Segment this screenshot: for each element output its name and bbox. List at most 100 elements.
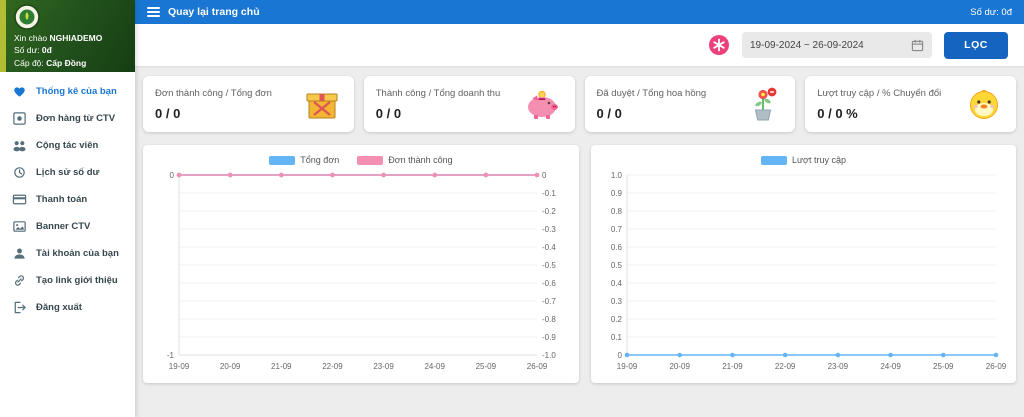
stat-card-orders: Đơn thành công / Tổng đơn 0 / 0 [143, 76, 354, 132]
stat-label: Đã duyệt / Tổng hoa hồng [596, 87, 707, 99]
svg-text:26-09: 26-09 [986, 362, 1007, 371]
refresh-icon[interactable] [708, 34, 730, 56]
sidebar-item-collaborators[interactable]: Cộng tác viên [0, 132, 135, 159]
legend-label: Đơn thành công [388, 155, 453, 165]
svg-text:19-09: 19-09 [169, 362, 190, 371]
svg-text:0: 0 [170, 171, 175, 180]
svg-text:21-09: 21-09 [722, 362, 743, 371]
sidebar-item-account[interactable]: Tài khoản của bạn [0, 240, 135, 267]
svg-text:20-09: 20-09 [669, 362, 690, 371]
stat-card-revenue: Thành công / Tổng doanh thu 0 / 0 [363, 76, 575, 132]
sidebar-item-label: Lịch sử số dư [36, 167, 100, 178]
svg-text:-0.6: -0.6 [542, 279, 556, 288]
svg-text:0.2: 0.2 [611, 315, 623, 324]
chart-legend: Tổng đơn Đơn thành công [149, 153, 573, 167]
legend-item[interactable]: Tổng đơn [269, 155, 339, 165]
sidebar-item-label: Đăng xuất [36, 302, 82, 313]
legend-label: Tổng đơn [300, 155, 340, 165]
svg-text:0.1: 0.1 [611, 333, 623, 342]
svg-text:-0.8: -0.8 [542, 315, 556, 324]
svg-text:20-09: 20-09 [220, 362, 241, 371]
heart-icon [12, 84, 27, 99]
sidebar-item-balance-history[interactable]: Lịch sử số dư [0, 159, 135, 186]
topbar-balance: Số dư: 0đ [970, 6, 1012, 18]
sidebar: Xin chào NGHIADEMO Số dư: 0đ Cấp độ: Cấp… [0, 0, 135, 417]
logout-icon [12, 300, 27, 315]
sidebar-item-label: Đơn hàng từ CTV [36, 113, 116, 124]
sidebar-item-label: Cộng tác viên [36, 140, 99, 151]
svg-text:0.3: 0.3 [611, 297, 623, 306]
svg-text:-0.2: -0.2 [542, 207, 556, 216]
sidebar-menu: Thống kê của bạn Đơn hàng từ CTV Cộng tá… [0, 72, 135, 321]
back-to-home-link[interactable]: Quay lại trang chủ [168, 6, 260, 18]
date-range-value: 19-09-2024 ~ 26-09-2024 [750, 39, 864, 51]
piggy-bank-icon [523, 84, 563, 124]
stat-value: 0 / 0 [596, 105, 622, 121]
sidebar-balance: Số dư: 0đ [14, 45, 52, 56]
sidebar-item-label: Tài khoản của bạn [36, 248, 119, 259]
svg-text:19-09: 19-09 [617, 362, 638, 371]
orders-icon [12, 111, 27, 126]
sidebar-greeting: Xin chào NGHIADEMO [14, 33, 103, 43]
sidebar-header: Xin chào NGHIADEMO Số dư: 0đ Cấp độ: Cấp… [0, 0, 135, 72]
sidebar-item-payment[interactable]: Thanh toán [0, 186, 135, 213]
svg-text:0.4: 0.4 [611, 279, 623, 288]
banner-icon [12, 219, 27, 234]
logo [14, 4, 40, 30]
legend-label: Lượt truy cập [792, 155, 846, 165]
legend-item[interactable]: Lượt truy cập [761, 155, 846, 165]
calendar-icon [911, 39, 924, 51]
account-icon [12, 246, 27, 261]
chick-icon [964, 84, 1004, 124]
legend-item[interactable]: Đơn thành công [357, 155, 453, 165]
username: NGHIADEMO [49, 33, 103, 43]
sidebar-item-logout[interactable]: Đăng xuất [0, 294, 135, 321]
svg-text:21-09: 21-09 [271, 362, 292, 371]
svg-text:-0.3: -0.3 [542, 225, 556, 234]
svg-text:-0.5: -0.5 [542, 261, 556, 270]
svg-text:26-09: 26-09 [527, 362, 548, 371]
svg-text:0.7: 0.7 [611, 225, 623, 234]
visits-chart: 1.0 0.9 0.8 0.7 0.6 0.5 0.4 0.3 0.2 0.1 0 19-09 20-0… [597, 167, 1010, 379]
svg-text:-1.0: -1.0 [542, 351, 556, 360]
svg-text:22-09: 22-09 [775, 362, 796, 371]
svg-text:0.8: 0.8 [611, 207, 623, 216]
sidebar-item-ctv-orders[interactable]: Đơn hàng từ CTV [0, 105, 135, 132]
sidebar-level: Cấp độ: Cấp Đồng [14, 57, 87, 68]
stat-value: 0 / 0 [155, 105, 181, 121]
svg-text:-0.1: -0.1 [542, 189, 556, 198]
legend-swatch [357, 155, 384, 165]
filter-button[interactable]: LỌC [944, 31, 1008, 59]
date-range-input[interactable]: 19-09-2024 ~ 26-09-2024 [742, 32, 932, 58]
svg-text:24-09: 24-09 [880, 362, 901, 371]
svg-text:22-09: 22-09 [322, 362, 343, 371]
stat-card-visits: Lượt truy cập / % Chuyển đổi 0 / 0 % [805, 76, 1016, 132]
sidebar-item-label: Tạo link giới thiệu [36, 275, 118, 286]
stat-label: Thành công / Tổng doanh thu [375, 87, 501, 99]
orders-chart: 0 -1 0 -0.1 -0.2 -0.3 -0.4 -0.5 -0.6 -0.7 -0.8 -0.9… [149, 167, 573, 379]
sidebar-item-label: Thanh toán [36, 194, 88, 205]
chart-legend: Lượt truy cập [597, 153, 1010, 167]
svg-text:-1: -1 [167, 351, 175, 360]
svg-text:23-09: 23-09 [828, 362, 849, 371]
sidebar-item-referral-link[interactable]: Tạo link giới thiệu [0, 267, 135, 294]
svg-text:-0.4: -0.4 [542, 243, 556, 252]
menu-icon[interactable] [147, 7, 160, 17]
legend-swatch [269, 155, 296, 165]
link-icon [12, 273, 27, 288]
history-icon [12, 165, 27, 180]
visits-chart-panel: Lượt truy cập 1.0 0.9 0.8 0.7 0.6 0.5 0.4 0.3 0.… [591, 145, 1016, 383]
topbar: Quay lại trang chủ Số dư: 0đ [135, 0, 1024, 24]
sidebar-item-label: Thống kê của bạn [36, 86, 117, 97]
charts-row: Tổng đơn Đơn thành công 0 -1 0 -0.1 -0.2 -0.3 -… [135, 132, 1024, 383]
svg-text:25-09: 25-09 [476, 362, 497, 371]
sidebar-item-statistics[interactable]: Thống kê của bạn [0, 78, 135, 105]
svg-text:1.0: 1.0 [611, 171, 623, 180]
stat-value: 0 / 0 % [817, 105, 858, 121]
svg-text:-0.7: -0.7 [542, 297, 556, 306]
sidebar-item-banner[interactable]: Banner CTV [0, 213, 135, 240]
svg-text:25-09: 25-09 [933, 362, 954, 371]
svg-text:0: 0 [618, 351, 623, 360]
legend-swatch [761, 155, 788, 165]
stat-card-commission: Đã duyệt / Tổng hoa hồng 0 / 0 [584, 76, 796, 132]
